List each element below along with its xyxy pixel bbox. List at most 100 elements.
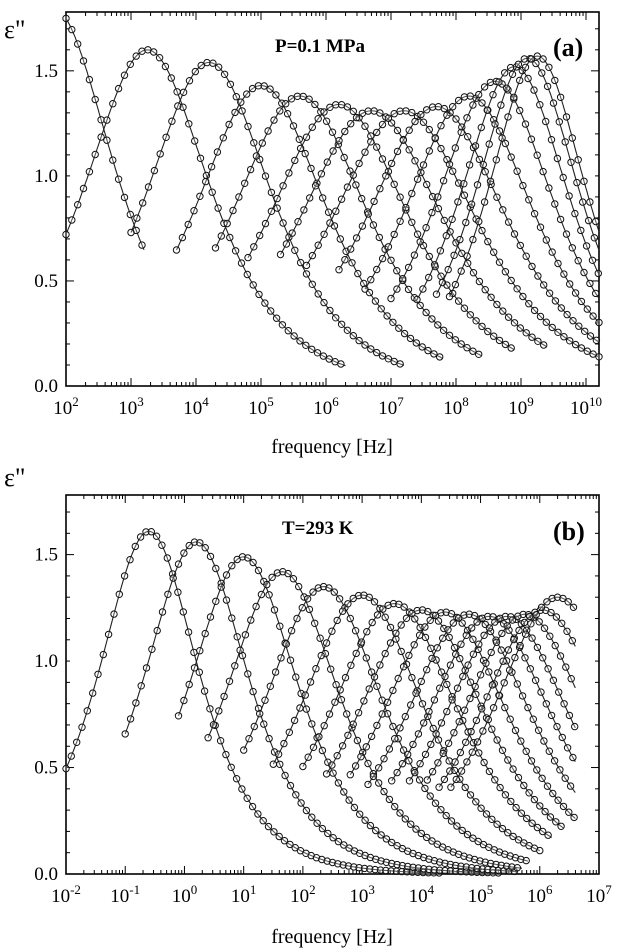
fit-line [391,615,576,782]
data-point [345,796,353,804]
data-point [213,148,222,156]
data-point [233,633,241,641]
data-point [255,290,263,299]
data-point [533,823,542,832]
series-group-b [62,528,579,877]
data-point [289,575,298,583]
data-point [571,289,580,297]
data-point [522,856,530,865]
data-point [454,179,463,187]
data-point [467,727,475,736]
data-point [385,795,394,804]
data-point [431,799,440,807]
data-point [528,819,536,827]
data-point [320,722,328,730]
data-point [432,730,440,738]
data-point [456,235,464,244]
series-a-13 [432,55,600,298]
fit-line [272,594,541,852]
data-point [525,789,533,797]
data-point [355,336,363,345]
data-point [212,597,220,605]
data-point [542,117,550,126]
data-point [396,724,404,732]
data-point [484,715,492,724]
data-point [89,689,97,697]
data-point [534,272,542,280]
data-point [311,100,319,109]
data-point [393,285,401,293]
data-point [289,122,298,130]
data-point [453,705,462,713]
data-point [504,646,513,654]
data-point [368,618,376,627]
data-point [68,216,76,224]
data-point [412,339,420,347]
data-point [293,614,301,623]
data-point [441,859,449,867]
data-point [250,139,258,147]
annotation-b: T=293 K [282,518,354,539]
data-point [473,868,481,876]
data-point [335,266,343,274]
data-point [316,634,324,642]
data-point [360,697,368,705]
y-tick-label: 0.0 [34,864,58,885]
data-point [300,206,308,214]
data-point [539,55,547,63]
data-point [317,651,325,660]
data-point [367,276,375,284]
data-point [468,864,476,872]
data-point [168,117,176,125]
data-point [366,821,375,830]
data-point [533,52,541,60]
data-point [403,868,411,876]
data-point [334,779,343,787]
data-point [460,706,469,714]
data-point [495,127,504,135]
data-point [430,350,438,358]
data-point [485,668,493,676]
data-point [236,646,244,654]
data-point [548,323,556,332]
data-point [427,644,435,652]
data-point [209,59,217,67]
x-axis-label-b: frequency [Hz] [271,926,393,948]
data-point [319,352,328,360]
data-point [516,641,524,650]
data-point [286,656,295,664]
data-point [478,99,486,107]
data-point [352,234,361,242]
data-point [499,657,507,665]
data-point [586,279,594,288]
data-point [567,158,575,167]
data-point [439,749,447,758]
data-point [341,256,349,264]
data-point [471,142,480,150]
data-point [421,750,430,759]
data-point [241,179,249,188]
data-point [297,689,305,698]
data-point [79,184,88,193]
data-point [350,803,359,812]
data-point [201,629,209,638]
data-point [510,635,518,644]
data-point [204,734,212,742]
data-point [514,773,523,782]
data-point [99,650,108,659]
data-point [295,582,303,591]
data-point [265,734,273,743]
data-point [252,152,261,160]
data-point [185,680,193,689]
data-point [540,737,548,745]
data-point [486,78,495,87]
data-point [232,775,241,783]
data-point [375,233,383,242]
data-point [346,771,354,779]
data-point [402,203,410,212]
data-point [231,247,240,255]
data-point [457,862,465,870]
data-point [473,181,482,189]
data-point [486,859,495,868]
data-point [458,619,466,627]
